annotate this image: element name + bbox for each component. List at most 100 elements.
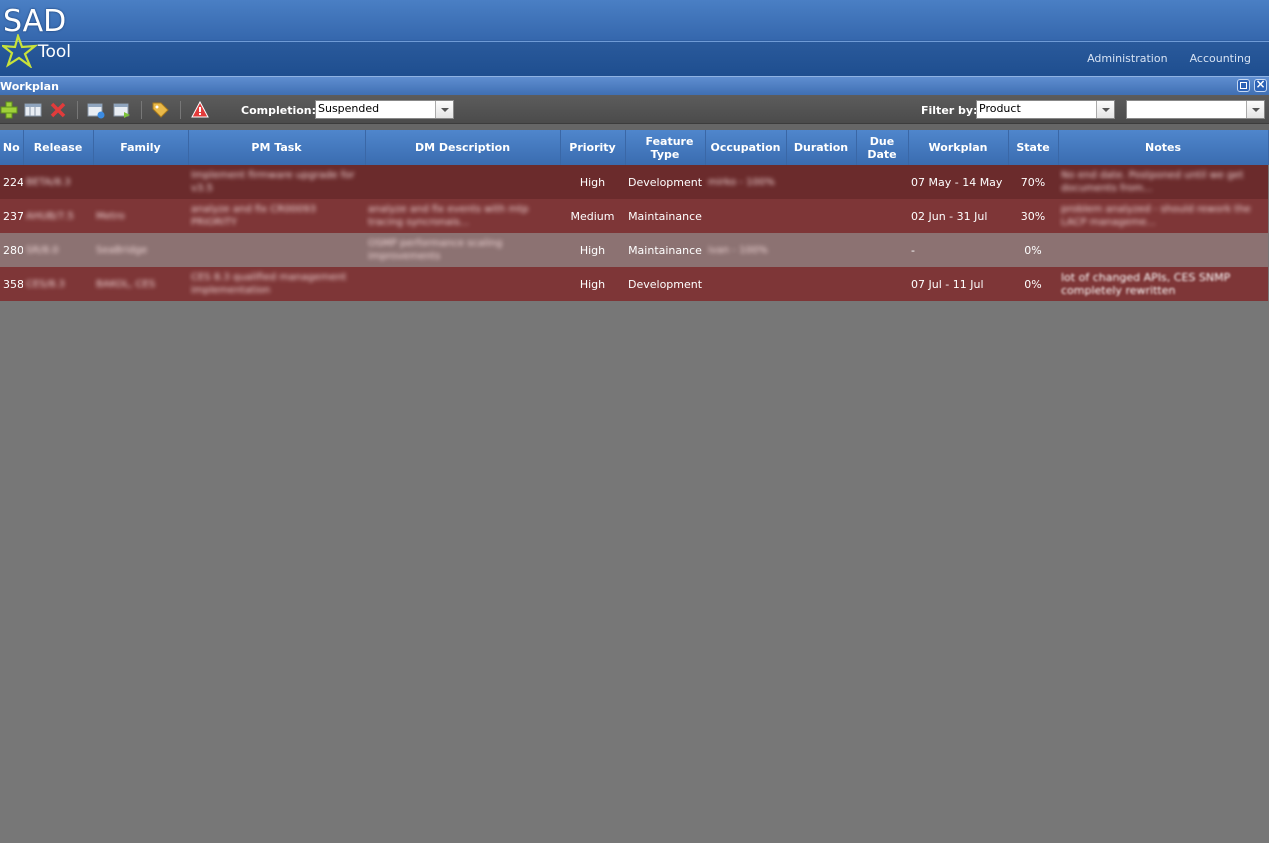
table-row[interactable]: 358 CES/8.3 BAKOL, CES CES 8.3 qualified… bbox=[0, 267, 1268, 301]
cell-duration bbox=[786, 233, 856, 267]
cell-pm-task-text: CES 8.3 qualified management implementat… bbox=[191, 272, 347, 296]
completion-label: Completion: bbox=[241, 104, 317, 117]
cell-duration bbox=[786, 199, 856, 233]
cell-state: 70% bbox=[1008, 165, 1058, 199]
cell-occupation bbox=[705, 199, 786, 233]
cell-release: CES/8.3 bbox=[23, 267, 93, 301]
toolbar-separator bbox=[141, 101, 142, 119]
top-navigation: Administration Accounting bbox=[1087, 52, 1251, 65]
cell-family bbox=[93, 165, 188, 199]
cell-release-text: AHUB/7.5 bbox=[26, 210, 74, 222]
cell-workplan: 07 Jul - 11 Jul bbox=[908, 267, 1008, 301]
toolbar: Completion: Suspended Filter by: Product bbox=[0, 95, 1269, 124]
panel-titlebar: Workplan × bbox=[0, 76, 1269, 95]
cell-notes: No end date. Postponed until we get docu… bbox=[1058, 165, 1268, 199]
nav-administration[interactable]: Administration bbox=[1087, 52, 1168, 65]
cell-occupation-text: ivan - 100% bbox=[708, 244, 768, 256]
column-header-feature-type[interactable]: Feature Type bbox=[625, 130, 706, 165]
cell-notes: lot of changed APIs, CES SNMP completely… bbox=[1058, 267, 1268, 301]
cell-due-date bbox=[856, 199, 908, 233]
cell-dm-description bbox=[365, 267, 560, 301]
cell-due-date bbox=[856, 233, 908, 267]
workplan-table: No Release Family PM Task DM Description… bbox=[0, 130, 1269, 301]
cell-state: 0% bbox=[1008, 233, 1058, 267]
cell-release: AHUB/7.5 bbox=[23, 199, 93, 233]
column-header-family[interactable]: Family bbox=[93, 130, 189, 165]
cell-priority: Medium bbox=[560, 199, 625, 233]
cell-notes-text: No end date. Postponed until we get docu… bbox=[1061, 170, 1244, 194]
table-row[interactable]: 224 BETA/8.3 Implement firmware upgrade … bbox=[0, 165, 1268, 199]
column-header-release[interactable]: Release bbox=[23, 130, 94, 165]
cell-duration bbox=[786, 267, 856, 301]
table-row[interactable]: 280 SR/8.0 SeaBridge OSMP performance sc… bbox=[0, 233, 1268, 267]
filter-select[interactable]: Product bbox=[976, 100, 1115, 119]
star-logo-icon bbox=[2, 34, 39, 68]
cell-family-text: BAKOL, CES bbox=[96, 278, 156, 290]
cell-notes: problem analyzed - should rework the LAC… bbox=[1058, 199, 1268, 233]
cell-feature-type: Maintainance bbox=[625, 199, 705, 233]
close-icon: × bbox=[1255, 77, 1266, 91]
cell-priority: High bbox=[560, 165, 625, 199]
cell-release-text: CES/8.3 bbox=[26, 278, 65, 290]
cell-dm-description: OSMP performance scaling improvements bbox=[365, 233, 560, 267]
chevron-down-icon[interactable] bbox=[1096, 101, 1114, 118]
cell-no: 237 bbox=[0, 199, 23, 233]
export-icon[interactable] bbox=[113, 101, 131, 119]
cell-workplan: 07 May - 14 May bbox=[908, 165, 1008, 199]
delete-icon[interactable] bbox=[49, 101, 67, 119]
table-row[interactable]: 237 AHUB/7.5 Metro analyze and fix CR000… bbox=[0, 199, 1268, 233]
column-header-occupation[interactable]: Occupation bbox=[705, 130, 787, 165]
cell-notes-text: problem analyzed - should rework the LAC… bbox=[1061, 204, 1251, 228]
close-button[interactable]: × bbox=[1254, 77, 1267, 92]
cell-notes bbox=[1058, 233, 1268, 267]
edit-icon[interactable] bbox=[24, 101, 42, 119]
column-header-state[interactable]: State bbox=[1008, 130, 1059, 165]
nav-accounting[interactable]: Accounting bbox=[1189, 52, 1251, 65]
cell-workplan: 02 Jun - 31 Jul bbox=[908, 199, 1008, 233]
toolbar-separator bbox=[77, 101, 78, 119]
chevron-down-icon[interactable] bbox=[435, 101, 453, 118]
cell-pm-task-text: Implement firmware upgrade for v3.5 bbox=[191, 170, 355, 194]
cell-pm-task: analyze and fix CR00093 PRIORITY bbox=[188, 199, 365, 233]
filter-value-select[interactable] bbox=[1126, 100, 1265, 119]
column-header-no[interactable]: No bbox=[0, 130, 24, 165]
column-header-dm-description[interactable]: DM Description bbox=[365, 130, 561, 165]
maximize-button[interactable] bbox=[1237, 79, 1250, 92]
cell-family: SeaBridge bbox=[93, 233, 188, 267]
cell-pm-task: Implement firmware upgrade for v3.5 bbox=[188, 165, 365, 199]
tag-icon[interactable] bbox=[151, 101, 169, 119]
cell-state: 30% bbox=[1008, 199, 1058, 233]
column-header-duration[interactable]: Duration bbox=[786, 130, 857, 165]
cell-release: BETA/8.3 bbox=[23, 165, 93, 199]
cell-release-text: SR/8.0 bbox=[26, 244, 59, 256]
cell-notes-text: lot of changed APIs, CES SNMP completely… bbox=[1061, 271, 1231, 297]
column-header-due-date[interactable]: Due Date bbox=[856, 130, 909, 165]
cell-feature-type: Development bbox=[625, 267, 705, 301]
warning-icon[interactable] bbox=[191, 101, 209, 119]
cell-dm-description-text: OSMP performance scaling improvements bbox=[368, 238, 503, 262]
cell-state: 0% bbox=[1008, 267, 1058, 301]
cell-no: 280 bbox=[0, 233, 23, 267]
maximize-icon bbox=[1240, 82, 1247, 89]
import-icon[interactable] bbox=[87, 101, 105, 119]
column-header-priority[interactable]: Priority bbox=[560, 130, 626, 165]
cell-occupation: mirko - 100% bbox=[705, 165, 786, 199]
cell-occupation bbox=[705, 267, 786, 301]
add-icon[interactable] bbox=[0, 101, 18, 119]
panel-title: Workplan bbox=[0, 80, 59, 93]
column-header-notes[interactable]: Notes bbox=[1058, 130, 1269, 165]
cell-feature-type: Maintainance bbox=[625, 233, 705, 267]
toolbar-separator bbox=[180, 101, 181, 119]
cell-family-text: SeaBridge bbox=[96, 244, 148, 256]
completion-select[interactable]: Suspended bbox=[315, 100, 454, 119]
column-header-workplan[interactable]: Workplan bbox=[908, 130, 1009, 165]
header-divider bbox=[0, 41, 1269, 42]
column-header-pm-task[interactable]: PM Task bbox=[188, 130, 366, 165]
cell-occupation: ivan - 100% bbox=[705, 233, 786, 267]
cell-duration bbox=[786, 165, 856, 199]
cell-priority: High bbox=[560, 233, 625, 267]
cell-dm-description: analyze and fix events with mtp tracing … bbox=[365, 199, 560, 233]
logo-text-sad: SAD bbox=[3, 4, 67, 39]
cell-release-text: BETA/8.3 bbox=[26, 176, 71, 188]
chevron-down-icon[interactable] bbox=[1246, 101, 1264, 118]
